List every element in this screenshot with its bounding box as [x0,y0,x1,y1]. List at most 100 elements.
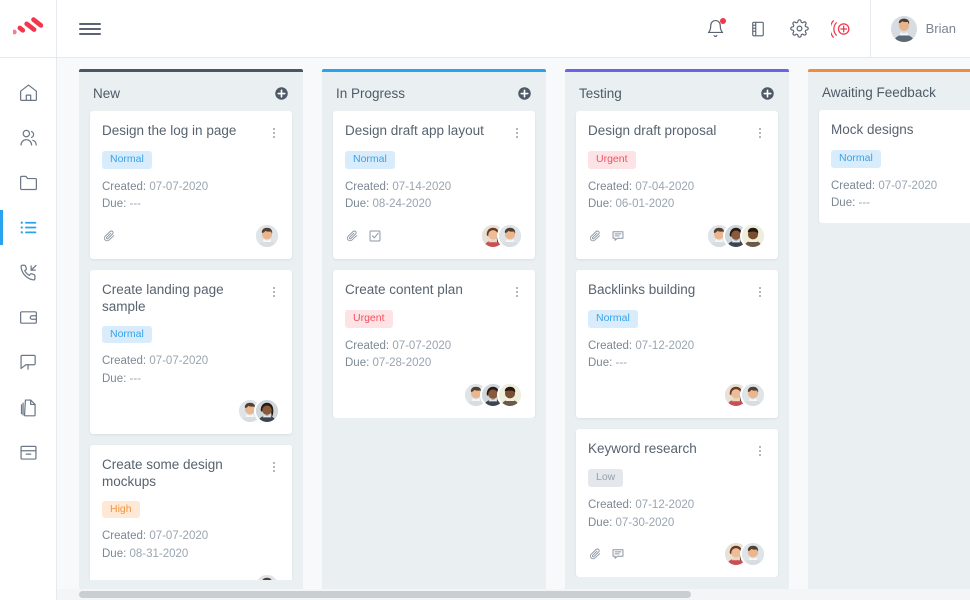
attachment-icon[interactable] [345,229,359,243]
card-more-menu-icon[interactable] [268,459,280,475]
created-date: 07-12-2020 [635,339,695,352]
sidebar-item-projects[interactable] [0,162,57,203]
sidebar-item-tasks[interactable] [0,207,57,248]
add-card-button[interactable] [273,85,289,101]
created-label: Created: [345,339,390,352]
card-more-menu-icon[interactable] [511,284,523,300]
user-name: Brian [925,21,956,36]
task-card[interactable]: Create landing page sample Normal Created:… [90,270,292,434]
notification-badge-dot [719,17,726,24]
created-label: Created: [831,179,876,192]
task-card[interactable]: Backlinks building Normal Created: 07-12-2… [576,270,778,419]
add-card-button[interactable] [759,85,775,101]
card-more-menu-icon[interactable] [754,284,766,300]
attachment-icon[interactable] [588,547,602,561]
card-assignee-avatars [706,223,766,250]
task-card[interactable]: Design the log in page Normal Created: 07-… [90,111,292,260]
card-more-menu-icon[interactable] [754,125,766,141]
app-logo[interactable] [13,14,43,44]
created-date-row: Created: 07-04-2020 [588,179,766,197]
gear-icon[interactable] [788,17,812,41]
created-label: Created: [102,355,147,368]
user-menu[interactable]: Brian [869,0,970,57]
folder-icon [19,175,37,191]
comment-icon[interactable] [611,547,625,561]
priority-badge: Urgent [345,310,393,328]
sidebar-item-messages[interactable] [0,342,57,383]
due-label: Due: [588,516,613,529]
created-date: 07-07-2020 [392,339,452,352]
card-footer [102,223,280,250]
home-icon [19,84,37,101]
wallet-icon [19,311,37,324]
quick-add-icon[interactable] [830,17,854,41]
sidebar-item-documents[interactable] [0,387,57,428]
board-column: In Progress Design draft app layout Normal… [322,69,546,590]
chat-icon [19,354,36,370]
top-bar-actions [704,0,870,57]
sidebar [0,58,57,600]
task-card[interactable]: Keyword research Low Created: 07-12-2020 Du… [576,429,778,578]
avatar [254,223,280,250]
task-card[interactable]: Create content plan Urgent Created: 07-07-… [333,270,535,419]
phone-incoming-icon [19,264,37,281]
card-more-menu-icon[interactable] [754,443,766,459]
card-header: Create content plan [345,282,523,300]
horizontal-scrollbar[interactable] [57,589,970,600]
due-date-row: Due: 07-30-2020 [588,515,766,533]
card-meta: Created: 07-12-2020 Due: --- [588,338,766,374]
notifications-icon[interactable] [704,17,728,41]
task-card[interactable]: Design draft proposal Urgent Created: 07-0… [576,111,778,260]
comment-icon[interactable] [611,229,625,243]
card-more-menu-icon[interactable] [511,125,523,141]
card-meta: Created: 07-14-2020 Due: 08-24-2020 [345,179,523,215]
column-title: New [93,85,121,101]
sidebar-item-calls[interactable] [0,252,57,293]
hamburger-line [79,22,101,25]
top-bar: Brian [0,0,970,58]
column-card-list: Design draft app layout Normal Created: 07… [322,111,546,419]
sidebar-item-billing[interactable] [0,297,57,338]
due-label: Due: [102,198,127,211]
column-card-list: Mock designs Normal Created: 07-07-2020 Due… [808,110,970,224]
card-more-menu-icon[interactable] [268,284,280,300]
created-date: 07-14-2020 [392,180,452,193]
created-label: Created: [588,498,633,511]
checklist-icon[interactable] [368,229,382,243]
notes-icon[interactable] [746,17,770,41]
card-assignee-avatars [723,541,766,568]
created-date-row: Created: 07-12-2020 [588,338,766,356]
add-card-button[interactable] [516,85,532,101]
column-card-list: Design the log in page Normal Created: 07-… [79,111,303,580]
card-footer-icons [102,229,116,243]
card-footer [102,398,280,424]
hamburger-line [79,27,101,30]
sidebar-item-archive[interactable] [0,432,57,473]
due-date-row: Due: 08-24-2020 [345,196,523,214]
card-footer [588,541,766,568]
horizontal-scrollbar-thumb[interactable] [79,591,691,598]
created-date-row: Created: 07-07-2020 [102,528,280,546]
priority-badge: Normal [345,151,395,169]
card-meta: Created: 07-07-2020 Due: --- [102,179,280,215]
board-column: Testing Design draft proposal Urgent Create… [565,69,789,590]
task-card[interactable]: Design draft app layout Normal Created: 07… [333,111,535,260]
due-date: --- [615,357,628,370]
sidebar-item-home[interactable] [0,72,57,113]
hamburger-menu-button[interactable] [67,0,113,57]
due-date: 07-28-2020 [372,357,432,370]
card-meta: Created: 07-07-2020 Due: 07-28-2020 [345,338,523,374]
created-label: Created: [102,530,147,543]
attachment-icon[interactable] [102,229,116,243]
card-more-menu-icon[interactable] [268,125,280,141]
attachment-icon[interactable] [588,229,602,243]
priority-badge: Normal [831,150,881,168]
card-assignee-avatars [237,398,280,424]
card-title: Design draft proposal [588,123,717,138]
task-card[interactable]: Create some design mockups High Created: 0… [90,445,292,580]
sidebar-item-contacts[interactable] [0,117,57,158]
card-footer [345,382,523,409]
card-header: Create some design mockups [102,457,280,491]
task-card[interactable]: Mock designs Normal Created: 07-07-2020 Due… [819,110,970,224]
avatar [254,398,280,424]
